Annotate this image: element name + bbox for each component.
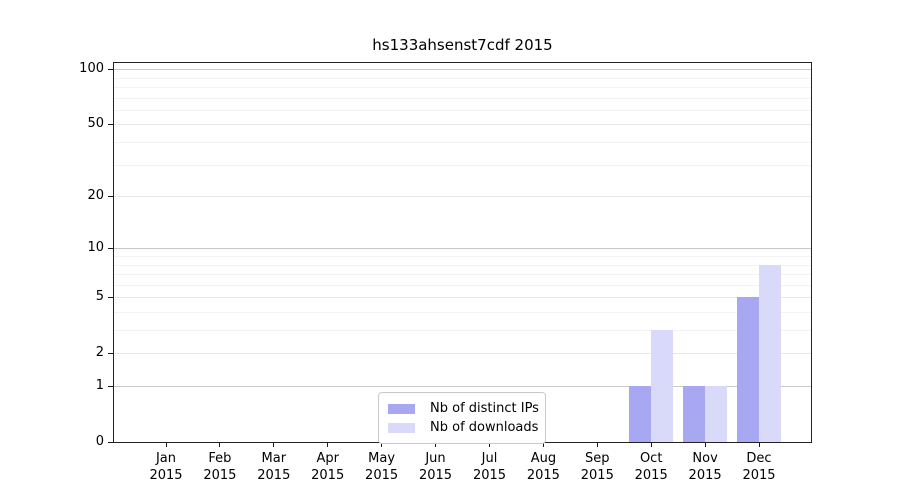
gridline-y-1 (114, 386, 811, 387)
y-tick-mark (108, 123, 113, 125)
gridline-y-50 (114, 124, 811, 126)
x-tick-label: Sep 2015 (562, 450, 632, 484)
x-tick-label: Jun 2015 (401, 450, 471, 484)
gridline-minor (114, 312, 811, 313)
x-tick-mark (489, 443, 490, 447)
x-tick-mark (219, 443, 221, 447)
x-tick-month: May (368, 451, 396, 466)
y-tick-mark (108, 352, 113, 354)
x-tick-label: Nov 2015 (670, 450, 740, 484)
legend: Nb of distinct IPs Nb of downloads (378, 392, 546, 444)
x-tick-mark (542, 443, 544, 447)
gridline-minor (114, 77, 811, 79)
y-tick-label: 0 (95, 434, 104, 449)
x-tick-label: Mar 2015 (239, 450, 309, 484)
plot-area: Nb of distinct IPs Nb of downloads (113, 62, 812, 444)
y-tick-label: 50 (87, 116, 104, 132)
x-tick-month: Nov (692, 451, 718, 466)
gridline-y-10 (114, 248, 811, 250)
x-tick-year: 2015 (688, 468, 722, 483)
x-tick-label: Feb 2015 (185, 450, 255, 484)
x-tick-year: 2015 (149, 468, 183, 483)
gridline-minor (114, 330, 811, 331)
legend-label-distinct-ips: Nb of distinct IPs (430, 401, 539, 416)
x-tick-month: Dec (746, 451, 772, 466)
chart-title: hs133ahsenst7cdf 2015 (372, 36, 553, 54)
gridline-y-100 (114, 69, 811, 71)
x-tick-month: Aug (530, 451, 557, 466)
y-tick-mark (108, 385, 113, 387)
x-tick-year: 2015 (634, 468, 668, 483)
x-tick-label: Jul 2015 (455, 450, 525, 484)
y-tick-mark (108, 247, 113, 249)
x-tick-month: Jul (481, 451, 498, 466)
y-tick-label: 2 (95, 345, 104, 361)
gridline-minor (114, 142, 811, 143)
x-tick-label: May 2015 (347, 450, 417, 484)
bar-distinct-ips-nov (683, 386, 706, 442)
gridline-minor (114, 109, 811, 111)
bar-downloads-nov (705, 386, 728, 442)
bar-downloads-dec (759, 264, 781, 442)
x-tick-year: 2015 (580, 468, 614, 483)
x-tick-year: 2015 (526, 468, 560, 483)
y-tick-label: 1 (95, 378, 104, 393)
bar-downloads-oct (651, 330, 674, 442)
x-tick-year: 2015 (472, 468, 507, 483)
y-tick-label: 20 (87, 188, 104, 203)
x-tick-mark (273, 443, 275, 447)
x-tick-year: 2015 (365, 468, 399, 483)
x-tick-label: Aug 2015 (508, 450, 578, 484)
x-tick-month: Sep (585, 451, 610, 466)
x-tick-month: Jun (425, 451, 446, 466)
gridline-y-20 (114, 196, 811, 197)
x-tick-month: Feb (208, 451, 232, 466)
x-tick-month: Mar (261, 451, 287, 466)
x-tick-label: Oct 2015 (616, 450, 686, 484)
x-tick-month: Apr (316, 451, 339, 466)
legend-swatch-distinct-ips (388, 403, 415, 414)
legend-label-downloads: Nb of downloads (430, 420, 539, 435)
x-tick-label: Dec 2015 (724, 450, 794, 484)
y-tick-label: 100 (79, 61, 104, 77)
y-tick-mark (108, 296, 113, 298)
bar-distinct-ips-dec (737, 297, 759, 442)
x-tick-mark (435, 443, 436, 447)
gridline-minor (114, 284, 811, 286)
gridline-y-5 (114, 297, 811, 299)
gridline-y-2 (114, 353, 811, 355)
y-tick-mark (108, 68, 113, 70)
x-tick-year: 2015 (311, 468, 345, 483)
gridline-minor (114, 164, 811, 166)
y-tick-label: 5 (95, 289, 104, 305)
y-tick-label: 10 (87, 240, 104, 256)
x-tick-mark (327, 443, 329, 447)
bar-distinct-ips-oct (629, 386, 652, 442)
x-tick-month: Jan (155, 451, 177, 466)
x-tick-mark (165, 443, 167, 447)
x-tick-mark (704, 443, 706, 447)
x-tick-mark (381, 443, 383, 447)
legend-item-downloads: Nb of downloads (388, 418, 539, 437)
x-tick-month: Oct (639, 451, 663, 466)
gridline-minor (114, 256, 811, 257)
x-tick-mark (596, 443, 598, 447)
gridline-minor (114, 274, 811, 275)
x-tick-year: 2015 (203, 468, 237, 483)
gridline-minor (114, 264, 811, 266)
x-tick-label: Jan 2015 (131, 450, 201, 484)
legend-swatch-downloads (388, 422, 415, 433)
gridline-minor (114, 97, 811, 99)
x-tick-mark (758, 443, 760, 447)
y-tick-mark (108, 441, 113, 443)
x-tick-label: Apr 2015 (293, 450, 363, 484)
x-tick-year: 2015 (742, 468, 776, 483)
x-tick-mark (650, 443, 652, 447)
y-tick-mark (108, 195, 113, 197)
x-tick-year: 2015 (257, 468, 291, 483)
x-tick-year: 2015 (418, 468, 453, 483)
legend-item-distinct-ips: Nb of distinct IPs (388, 399, 539, 418)
gridline-minor (114, 87, 811, 88)
